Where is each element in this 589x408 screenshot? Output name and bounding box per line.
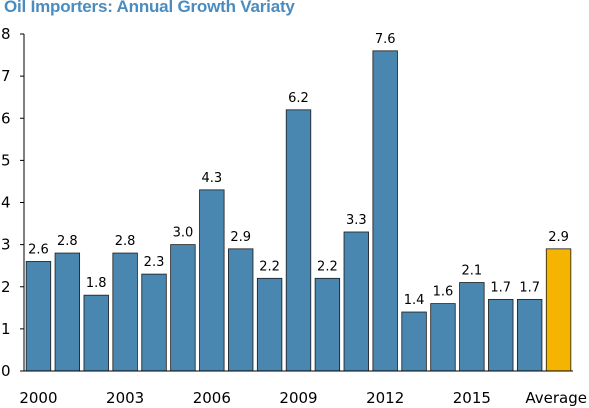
x-tick-label: 2012 xyxy=(366,389,404,407)
data-label: 3.3 xyxy=(346,213,367,228)
bar-2015 xyxy=(459,282,485,372)
bar-2004 xyxy=(141,273,167,372)
data-label: 2.9 xyxy=(230,230,251,245)
data-labels: 2.6 2.8 1.8 2.8 2.3 3.0 4.3 2.9 2.2 6.2 2.2 3.3 7.6 1… xyxy=(28,32,569,308)
y-tick-label: 7 xyxy=(1,67,11,85)
x-tick-label: Average xyxy=(525,389,587,407)
data-label: 2.6 xyxy=(28,242,49,257)
bar-2012 xyxy=(372,50,398,372)
data-label: 6.2 xyxy=(288,91,309,106)
x-tick-label: 2003 xyxy=(106,389,144,407)
data-label: 2.3 xyxy=(144,255,165,270)
data-label: 3.0 xyxy=(173,226,194,241)
y-tick-label: 4 xyxy=(1,194,11,212)
y-tick-label: 0 xyxy=(1,362,11,380)
data-label: 1.7 xyxy=(519,280,540,295)
data-label: 2.2 xyxy=(317,259,338,274)
x-tick-label: 2000 xyxy=(19,389,57,407)
bar-2009 xyxy=(285,109,312,372)
y-tick-label: 5 xyxy=(1,151,11,169)
y-tick-label: 6 xyxy=(1,109,11,127)
x-tick-label: 2009 xyxy=(279,389,317,407)
bar-2016 xyxy=(488,298,514,372)
bar-2011 xyxy=(343,231,369,372)
bar-2013 xyxy=(401,311,427,372)
y-tick-label: 3 xyxy=(1,236,11,254)
y-tick-label: 2 xyxy=(1,278,11,296)
data-label: 2.8 xyxy=(57,234,78,249)
data-label: 4.3 xyxy=(201,171,222,186)
data-label: 1.8 xyxy=(86,276,107,291)
bar-2001 xyxy=(54,252,81,372)
bar-2000 xyxy=(25,261,52,372)
bar-2008 xyxy=(256,277,283,372)
bar-2010 xyxy=(314,277,341,372)
bar-2006 xyxy=(199,189,225,372)
bar-2005 xyxy=(170,244,196,372)
x-tick-label: 2006 xyxy=(193,389,231,407)
data-label: 1.4 xyxy=(404,293,425,308)
x-axis: 2000 2003 2006 2009 2012 2015 Average xyxy=(19,370,587,407)
data-label: 2.8 xyxy=(115,234,136,249)
data-label: 1.7 xyxy=(490,280,511,295)
y-axis: 0 1 2 3 4 5 6 7 8 xyxy=(1,25,25,380)
data-label: 2.1 xyxy=(462,264,483,279)
data-label: 7.6 xyxy=(375,32,396,47)
data-label: 2.9 xyxy=(548,230,569,245)
bar-2017 xyxy=(516,298,543,372)
bar-2003 xyxy=(112,252,138,372)
y-tick-label: 8 xyxy=(1,25,11,43)
bar-2002 xyxy=(83,294,109,372)
bars xyxy=(25,50,572,372)
x-tick-label: 2015 xyxy=(453,389,491,407)
data-label: 1.6 xyxy=(433,285,454,300)
chart-title: Oil Importers: Annual Growth Variaty xyxy=(4,0,295,16)
bar-average xyxy=(545,248,572,372)
data-label: 2.2 xyxy=(259,259,280,274)
bar-2014 xyxy=(430,303,456,372)
bar-2007 xyxy=(228,248,254,372)
y-tick-label: 1 xyxy=(1,320,11,338)
